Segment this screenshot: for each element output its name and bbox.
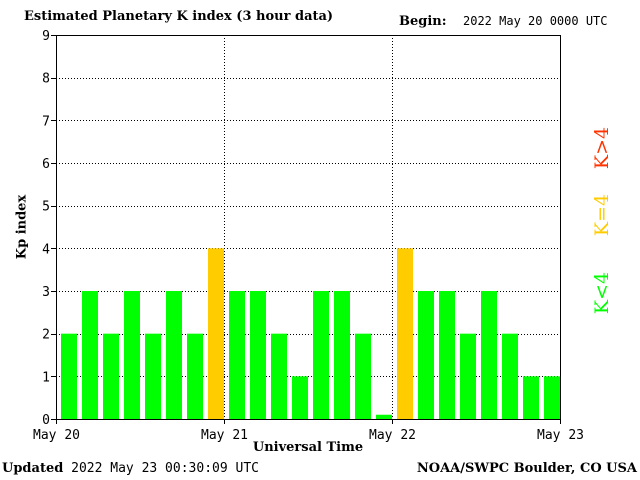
chart-title: Estimated Planetary K index (3 hour data…: [24, 9, 334, 24]
updated-label: Updated: [2, 461, 64, 476]
x-axis-label: Universal Time: [252, 440, 364, 455]
kp-bar: [61, 333, 77, 419]
y-tick-label: 4: [42, 242, 50, 257]
credit-line: NOAA/SWPC Boulder, CO USA: [416, 461, 637, 476]
kp-bar: [82, 291, 98, 419]
begin-label: Begin:: [399, 14, 447, 29]
kp-bar: [523, 376, 539, 419]
x-tick-label: May 22: [369, 428, 416, 443]
y-tick-label: 5: [42, 200, 50, 215]
y-tick-label: 1: [42, 370, 50, 385]
y-tick-label: 6: [42, 157, 50, 172]
kp-bar: [397, 248, 413, 419]
kp-bar: [481, 291, 497, 419]
kp-bar: [355, 333, 371, 419]
y-tick-label: 7: [42, 114, 50, 129]
kp-bar: [103, 333, 119, 419]
kp-bar: [418, 291, 434, 419]
x-tick-labels: May 20 May 21 May 22 May 23: [33, 428, 584, 443]
kp-bar: [313, 291, 329, 419]
kp-bar: [208, 248, 224, 419]
bars: [61, 248, 560, 419]
y-axis-label: Kp index: [14, 194, 30, 260]
kp-bar: [292, 376, 308, 419]
legend-item-equal-4: K=4: [591, 193, 613, 237]
y-tick-label: 8: [42, 72, 50, 87]
y-tick-label: 9: [42, 29, 50, 44]
kp-bar: [229, 291, 245, 419]
tick-marks: [51, 35, 561, 424]
kp-bar: [145, 333, 161, 419]
updated-value: 2022 May 23 00:30:09 UTC: [71, 461, 259, 476]
legend-item-below-4: K<4: [591, 271, 613, 315]
y-tick-labels: 0 1 2 3 4 5 6 7 8 9: [42, 29, 50, 428]
y-tick-label: 0: [42, 413, 50, 428]
y-tick-label: 3: [42, 285, 50, 300]
kp-bar: [124, 291, 140, 419]
updated-timestamp: Updated 2022 May 23 00:30:09 UTC: [2, 461, 259, 476]
kp-bar: [502, 333, 518, 419]
legend-item-above-4: K>4: [591, 126, 613, 170]
y-tick-label: 2: [42, 328, 50, 343]
kp-bar: [439, 291, 455, 419]
kp-bar: [250, 291, 266, 419]
plot-frame: [56, 35, 561, 420]
kp-bar: [334, 291, 350, 419]
x-tick-label: May 23: [537, 428, 584, 443]
kp-bar: [166, 291, 182, 419]
kp-bar: [187, 333, 203, 419]
kp-bar: [271, 333, 287, 419]
x-tick-label: May 20: [33, 428, 80, 443]
kp-bar: [460, 333, 476, 419]
x-tick-label: May 21: [201, 428, 248, 443]
begin-value: 2022 May 20 0000 UTC: [463, 14, 608, 28]
kp-bar: [376, 414, 392, 419]
kp-bar: [544, 376, 560, 419]
